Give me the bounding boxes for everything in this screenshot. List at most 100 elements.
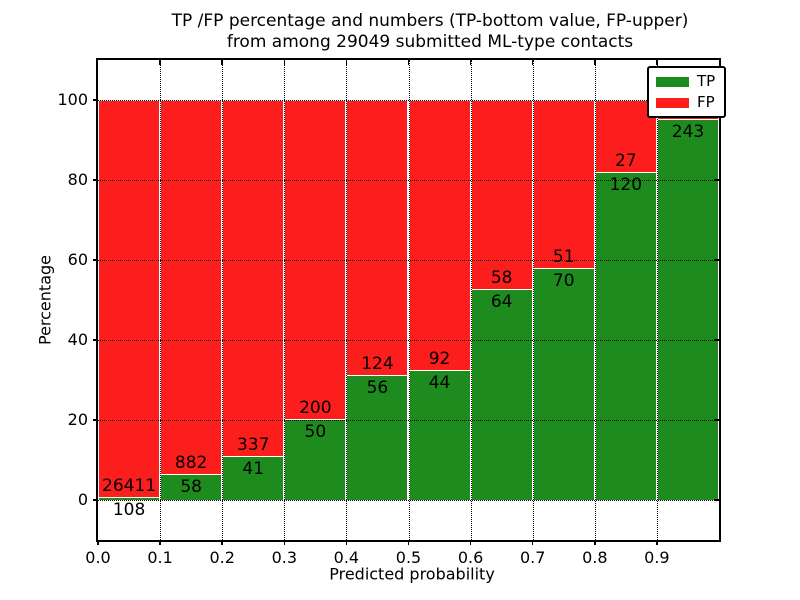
x-tick-mark: [159, 540, 161, 545]
y-tick-mark-right: [714, 419, 719, 421]
y-tick-mark-right: [714, 339, 719, 341]
x-tick-label: 0.9: [644, 548, 670, 567]
x-tick-mark-top: [283, 60, 286, 65]
fp-bar-segment: [408, 100, 471, 371]
x-tick-label: 0.8: [582, 548, 608, 567]
tp-bar-segment: [594, 173, 657, 500]
fp-bar-segment: [470, 100, 533, 291]
tp-count-label: 64: [490, 292, 513, 313]
tp-bar-segment: [160, 475, 223, 500]
chart-title-line1: TP /FP percentage and numbers (TP-bottom…: [171, 11, 689, 31]
x-tick-mark: [97, 540, 99, 545]
fp-count-label: 92: [428, 348, 451, 369]
y-tick-mark-right: [714, 179, 719, 181]
tp-count-label: 120: [609, 175, 643, 196]
fp-count-label: 27: [615, 151, 637, 172]
x-tick-mark: [221, 540, 223, 545]
x-tick-label: 0.1: [147, 548, 173, 567]
gridline-vertical: [160, 60, 162, 540]
gridline-vertical: [470, 60, 472, 540]
x-tick-mark-top: [407, 60, 410, 65]
tp-count-label: 243: [671, 122, 705, 143]
y-tick-label: 40: [67, 330, 88, 349]
y-tick-mark: [93, 419, 98, 421]
tp-swatch-icon: [656, 76, 689, 87]
y-tick-mark-right: [714, 259, 719, 261]
gridline-vertical: [594, 60, 596, 540]
legend-label-fp: FP: [697, 93, 715, 111]
tp-bar-segment: [470, 290, 533, 500]
y-tick-mark: [93, 179, 98, 181]
tp-bar-segment: [98, 498, 161, 500]
x-tick-mark-top: [531, 60, 534, 65]
x-tick-mark-top: [594, 60, 596, 65]
plot-area: 0.0 0.1 0.2 0.3 0.4 0.5 0.6 0.7 0.8 0.9 0 20 40 60 80 1…: [57, 58, 721, 567]
y-tick-label: 60: [67, 250, 88, 269]
x-tick-mark: [656, 540, 658, 545]
legend-item-fp: FP: [656, 95, 715, 110]
fp-count-label: 51: [552, 246, 575, 267]
x-tick-mark: [594, 540, 596, 545]
legend-item-tp: TP: [656, 74, 715, 89]
fp-swatch-icon: [656, 97, 689, 108]
tp-bar-segment: [656, 120, 719, 500]
x-tick-mark-top: [221, 60, 223, 65]
y-tick-mark-right: [714, 499, 719, 501]
gridline-vertical: [222, 60, 224, 540]
fp-bar-segment: [346, 100, 409, 376]
y-tick-label: 0: [77, 490, 88, 509]
x-tick-mark: [469, 540, 472, 545]
x-axis-label: Predicted probability: [329, 564, 495, 584]
fp-count-label: 124: [361, 353, 394, 374]
x-tick-mark: [283, 540, 286, 545]
fp-count-label: 26411: [102, 476, 157, 497]
x-tick-label: 0.4: [333, 548, 360, 567]
x-tick-label: 0.0: [85, 548, 111, 567]
x-tick-mark-top: [159, 60, 161, 65]
chart-title: TP /FP percentage and numbers (TP-bottom…: [172, 11, 689, 53]
tp-bar-segment: [408, 370, 471, 500]
x-tick-label: 0.3: [271, 548, 298, 567]
gridline-vertical: [656, 60, 658, 540]
x-tick-mark-top: [345, 60, 348, 65]
y-tick-mark: [93, 339, 98, 341]
tp-count-label: 108: [112, 500, 146, 521]
x-tick-label: 0.6: [457, 548, 484, 567]
chart-title-line2: from among 29049 submitted ML-type conta…: [226, 32, 634, 52]
x-tick-mark: [531, 540, 534, 545]
fp-count-label: 882: [174, 453, 208, 474]
tp-count-label: 50: [304, 422, 327, 442]
gridline-vertical: [532, 60, 534, 540]
fp-count-label: 337: [237, 434, 270, 455]
fp-count-label: 58: [490, 268, 513, 289]
tp-count-label: 70: [552, 270, 575, 291]
gridline-vertical: [408, 60, 410, 540]
legend: TP FP: [647, 66, 727, 118]
y-tick-mark: [93, 99, 98, 101]
x-tick-label: 0.2: [209, 548, 235, 567]
tp-count-label: 44: [428, 372, 451, 393]
x-tick-mark: [345, 540, 348, 545]
x-tick-mark-top: [656, 60, 658, 65]
tp-count-label: 58: [180, 477, 202, 498]
y-tick-mark: [93, 259, 98, 261]
y-tick-label: 80: [67, 170, 88, 189]
fp-bar-segment: [98, 100, 161, 499]
x-tick-label: 0.5: [395, 548, 422, 567]
tp-bar-segment: [532, 268, 595, 500]
y-tick-mark: [93, 499, 98, 501]
x-tick-mark-top: [469, 60, 472, 65]
fp-bar-segment: [532, 100, 595, 269]
x-tick-mark: [407, 540, 410, 545]
fp-count-label: 200: [299, 398, 332, 418]
y-tick-label: 100: [57, 90, 88, 109]
gridline-vertical: [346, 60, 348, 540]
tp-bar-segment: [346, 375, 409, 500]
legend-label-tp: TP: [697, 72, 716, 90]
tp-count-label: 41: [242, 458, 265, 479]
x-tick-label: 0.7: [519, 548, 546, 567]
y-tick-label: 20: [67, 410, 88, 429]
gridline-vertical: [284, 60, 286, 540]
fp-bar-segment: [222, 100, 285, 457]
